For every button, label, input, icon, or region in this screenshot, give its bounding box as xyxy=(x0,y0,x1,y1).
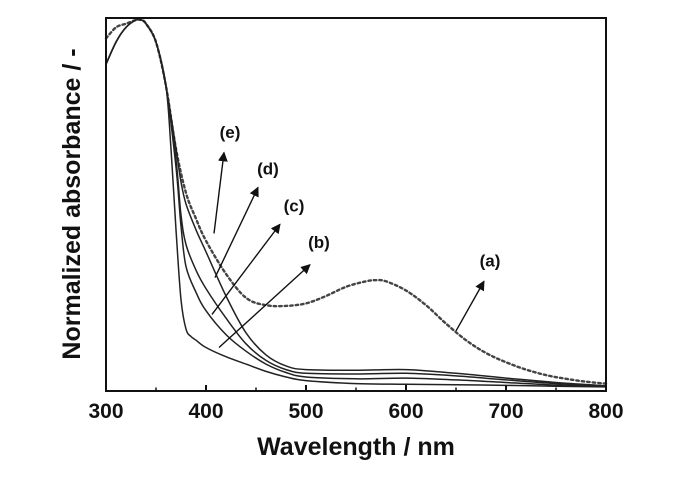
curves-layer xyxy=(104,18,608,388)
ticks-layer: 300 400 500 600 700 800 xyxy=(88,385,624,423)
annotation-label-b: (b) xyxy=(308,233,330,252)
x-tick-label: 600 xyxy=(388,400,423,423)
annotation-label-c: (c) xyxy=(284,196,305,215)
annotation-label-e: (e) xyxy=(220,123,241,142)
annotation-arrow-d xyxy=(214,186,259,278)
x-tick-label: 300 xyxy=(88,400,123,423)
y-axis-title: Normalized absorbance / - xyxy=(58,48,86,359)
annotation-arrow-a xyxy=(455,280,485,332)
annotation-label-d: (d) xyxy=(257,160,279,179)
x-tick-label: 500 xyxy=(288,400,323,423)
x-axis-title: Wavelength / nm xyxy=(257,433,455,461)
x-tick-label: 400 xyxy=(188,400,223,423)
x-tick-label: 800 xyxy=(588,400,623,423)
plot-frame xyxy=(105,17,607,392)
annotation-label-a: (a) xyxy=(480,252,501,271)
x-tick-label: 700 xyxy=(488,400,523,423)
annotation-arrow-b xyxy=(218,264,311,349)
series-line-e xyxy=(105,18,607,387)
series-line-d xyxy=(105,18,607,387)
annotation-arrow-c xyxy=(211,223,281,315)
series-line-b xyxy=(105,18,607,388)
series-line-a xyxy=(104,18,608,385)
annotation-arrow-e xyxy=(213,151,228,234)
annotations-layer: (a) (b)(c) (d) (e) xyxy=(211,123,501,349)
series-line-c xyxy=(105,18,607,388)
